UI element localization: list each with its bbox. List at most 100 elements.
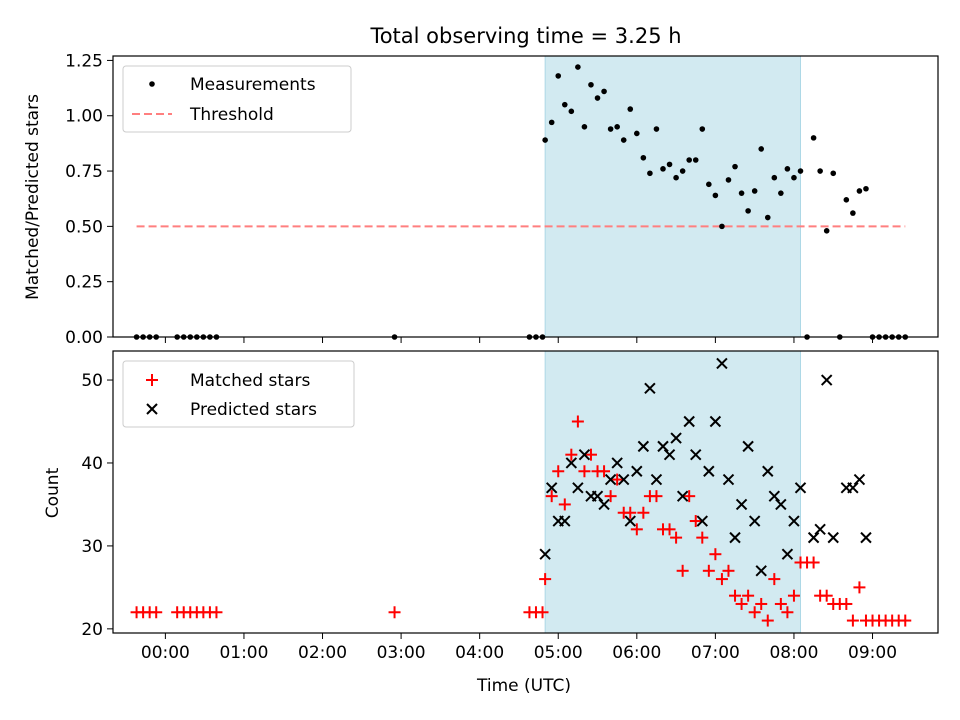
measurement-point [758,146,765,152]
matched-star-point [755,597,768,610]
predicted-star-point [663,448,676,461]
predicted-star-point [631,465,643,477]
predicted-star-point [572,482,584,494]
y-tick-label: 30 [81,537,103,557]
x-tick-label: 06:00 [612,643,661,663]
predicted-star-point [729,531,741,544]
predicted-star-point [690,448,702,461]
measurement-point [568,108,575,115]
matched-star-point [722,564,735,577]
predicted-star-point [820,374,833,386]
x-tick-label: 02:00 [298,643,347,663]
bottom-x-ticks: 00:00 01:00 02:00 03:00 04:00 05:00 06:00 07:00… [141,633,897,663]
predicted-star-point [565,457,578,469]
y-tick-label: 1.25 [65,51,103,71]
measurement-point [640,154,647,161]
measurement-point [850,210,856,216]
measurement-point [548,119,555,126]
measurement-point [725,177,732,183]
bottom-shaded-region [544,350,802,634]
matched-star-point [388,606,401,619]
matched-star-point [552,465,565,478]
x-tick-label: 03:00 [377,643,426,663]
measurement-point [653,126,660,132]
predicted-star-point [768,490,781,502]
matched-star-point [787,589,800,602]
matched-star-point [650,490,663,503]
matched-star-point [820,589,833,602]
predicted-star-point [794,482,807,494]
measurement-point [666,161,673,168]
legend-measurements-marker [149,81,155,87]
predicted-star-point [696,515,708,527]
measurement-point [764,214,771,221]
predicted-star-point [716,357,728,370]
top-plot-frame [112,55,939,338]
measurement-point [660,166,666,172]
predicted-star-point [775,498,787,511]
measurement-point [738,190,745,196]
y-tick-label: 1.00 [65,107,103,127]
legend-measurements-label: Measurements [190,75,316,95]
matched-star-point [637,506,650,519]
measurement-point [647,170,653,177]
x-axis-label: Time (UTC) [476,676,571,696]
top-x-ticks [164,337,874,343]
x-tick-label: 04:00 [455,643,504,663]
measurement-point [588,81,594,88]
x-tick-label: 05:00 [534,643,583,663]
measurement-point [581,124,588,130]
measurement-point [555,73,562,79]
predicted-star-point [827,531,839,544]
matched-star-point [683,490,696,503]
predicted-star-point [598,498,610,511]
y-tick-label: 0.25 [65,273,103,293]
top-y-axis-label: Matched/Predicted stars [23,94,43,300]
measurement-point [778,190,784,196]
legend-matched-marker [146,374,158,386]
measurement-point [614,124,620,130]
y-tick-label: 20 [81,620,103,640]
matched-star-point [536,606,549,619]
x-tick-label: 09:00 [848,643,897,663]
predicted-star-point [762,465,774,477]
matched-star-point [846,614,859,627]
predicted-star-point [755,565,767,577]
legend-predicted-label: Predicted stars [190,400,317,420]
measurement-point [810,135,817,141]
y-tick-label: 0.75 [65,162,103,182]
x-tick-label: 00:00 [141,643,190,663]
y-tick-label: 40 [81,454,103,474]
predicted-star-point [683,415,695,428]
matched-star-point [565,448,578,461]
matched-star-point [729,589,742,602]
y-tick-label: 50 [81,371,103,391]
matched-star-point [689,515,702,528]
measurement-point [575,64,581,70]
top-legend: Measurements Threshold [122,65,352,133]
predicted-star-point [709,415,722,428]
measurement-point [542,137,548,143]
y-tick-label: 0.50 [65,217,103,237]
predicted-star-point [807,531,820,544]
matched-star-point [768,573,781,586]
legend-matched-label: Matched stars [190,371,310,391]
predicted-star-point [703,465,715,477]
predicted-star-point [748,515,761,527]
matched-star-point [696,531,709,544]
predicted-star-point [676,490,689,502]
predicted-star-point [578,448,591,461]
measurement-point [817,168,823,174]
predicted-star-point [611,457,623,469]
bottom-y-ticks: 20 30 40 50 [81,371,113,640]
matched-star-point [624,506,637,519]
measurement-point [830,170,837,177]
predicted-star-point [735,498,748,511]
predicted-star-point [670,432,682,444]
measurement-point [692,157,699,163]
predicted-star-point [814,523,826,536]
matched-star-point [748,606,761,619]
matched-star-point [663,523,676,536]
